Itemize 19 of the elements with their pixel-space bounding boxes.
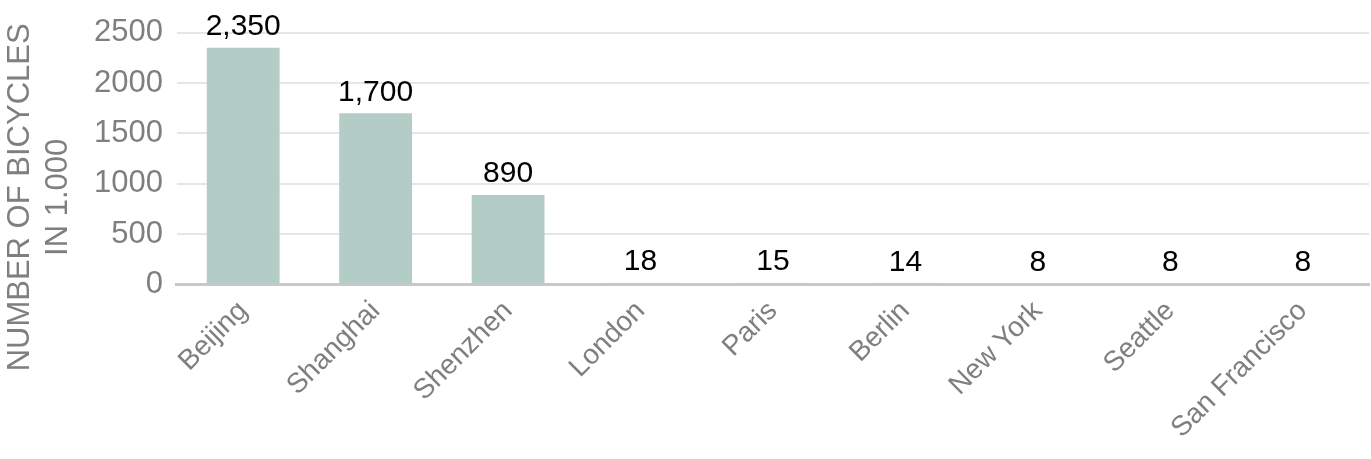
data-label: 1,700	[338, 73, 414, 107]
data-label: 15	[756, 243, 790, 277]
bar	[206, 47, 280, 284]
y-tick-label: 2000	[93, 63, 163, 99]
data-label: 890	[483, 155, 534, 189]
y-tick-label: 1500	[93, 113, 163, 149]
y-axis-title: NUMBER OF BICYCLES IN 1.000	[0, 23, 74, 372]
data-label: 8	[1294, 244, 1312, 278]
y-tick-label: 2500	[93, 13, 163, 49]
y-tick-label: 1000	[93, 164, 163, 200]
y-tick-label: 0	[145, 265, 163, 301]
bar	[471, 194, 545, 284]
data-label: 8	[1161, 244, 1179, 278]
bar	[339, 113, 413, 284]
data-label: 18	[623, 243, 658, 277]
data-label: 14	[888, 243, 923, 277]
data-label: 8	[1029, 244, 1047, 278]
y-tick-label: 500	[111, 214, 163, 250]
data-label: 2,350	[205, 7, 281, 41]
